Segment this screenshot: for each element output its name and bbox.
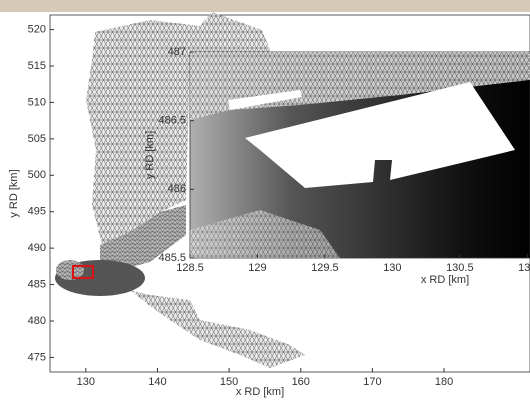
y-tick-label: 487 <box>168 46 186 58</box>
inset <box>190 52 530 258</box>
x-tick-label: 140 <box>148 376 166 388</box>
y-axis-label: y RD [km] <box>144 131 156 179</box>
x-tick-label: 130.5 <box>446 262 474 274</box>
x-axis-label: x RD [km] <box>236 386 284 398</box>
x-tick-label: 170 <box>363 376 381 388</box>
x-tick-label: 129 <box>248 262 266 274</box>
y-tick-label: 495 <box>28 206 46 218</box>
y-axis-label: y RD [km] <box>8 169 20 217</box>
x-tick-label: 130 <box>77 376 95 388</box>
top-band <box>0 0 530 12</box>
x-tick-label: 129.5 <box>311 262 339 274</box>
x-tick-label: 160 <box>292 376 310 388</box>
y-tick-label: 486 <box>168 183 186 195</box>
y-tick-label: 485.5 <box>158 252 186 264</box>
y-tick-label: 485 <box>28 278 46 290</box>
y-tick-label: 510 <box>28 96 46 108</box>
y-tick-label: 490 <box>28 242 46 254</box>
y-tick-label: 505 <box>28 133 46 145</box>
y-tick-label: 475 <box>28 351 46 363</box>
y-tick-label: 520 <box>28 23 46 35</box>
x-tick-label: 180 <box>435 376 453 388</box>
x-tick-label: 131 <box>518 262 530 274</box>
y-tick-label: 515 <box>28 60 46 72</box>
y-tick-label: 486.5 <box>158 115 186 127</box>
page: 1301401501601701804754804854904955005055… <box>0 0 530 403</box>
figure: 1301401501601701804754804854904955005055… <box>0 0 530 403</box>
y-tick-label: 500 <box>28 169 46 181</box>
y-tick-label: 480 <box>28 315 46 327</box>
x-axis-label: x RD [km] <box>421 274 469 286</box>
x-tick-label: 130 <box>383 262 401 274</box>
